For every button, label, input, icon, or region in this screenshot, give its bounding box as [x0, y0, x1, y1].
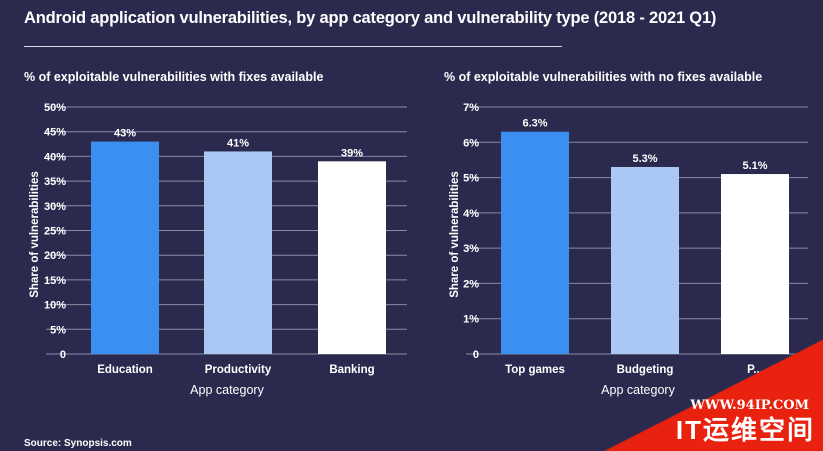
right-chart-title: % of exploitable vulnerabilities with no… [444, 70, 763, 84]
bar-value-label: 5.1% [742, 160, 767, 172]
right-bar-chart: 01%2%3%4%5%6%7%6.3%Top games5.3%Budgetin… [449, 102, 808, 397]
bar-education [91, 141, 159, 354]
bar-productivity [204, 151, 272, 354]
x-tick-label: Education [97, 364, 153, 376]
y-axis-title: Share of vulnerabilities [449, 171, 461, 298]
left-bar-chart: 0 5% 10% 15% 20% 25% 30% 35% 40% 45% 50% 43% Educati… [29, 102, 407, 397]
y-tick-label: 25% [44, 226, 66, 238]
bar-top-games [501, 131, 569, 354]
watermark-url: WWW.94IP.COM [690, 398, 809, 413]
bar-value-label: 6.3% [522, 118, 547, 130]
bar-value-label: 5.3% [632, 153, 657, 165]
x-tick-label: Productivity [205, 364, 272, 376]
bar-budgeting [611, 166, 679, 354]
y-tick-label: 5% [463, 173, 479, 185]
source-note: Source: Synopsis.com [24, 438, 132, 449]
bar-value-label: 43% [114, 128, 136, 140]
page-title: Android application vulnerabilities, by … [24, 9, 717, 27]
y-tick-label: 45% [44, 127, 66, 139]
y-tick-label: 6% [463, 137, 479, 149]
y-tick-label: 0 [60, 349, 66, 361]
y-tick-label: 20% [44, 250, 66, 262]
y-tick-label: 3% [463, 243, 479, 255]
y-tick-label: 15% [44, 275, 66, 287]
y-tick-label: 1% [463, 314, 479, 326]
watermark-banner [603, 339, 823, 451]
y-tick-label: 35% [44, 176, 66, 188]
x-tick-label: Top games [505, 364, 565, 376]
y-axis-title: Share of vulnerabilities [29, 171, 41, 298]
bar-banking [318, 161, 386, 354]
x-axis-title: App category [190, 383, 264, 397]
y-tick-label: 7% [463, 102, 479, 114]
y-tick-label: 30% [44, 201, 66, 213]
bar-value-label: 39% [341, 147, 363, 159]
x-tick-label: Banking [329, 364, 374, 376]
left-chart-title: % of exploitable vulnerabilities with fi… [24, 70, 324, 84]
y-tick-label: 50% [44, 102, 66, 114]
y-tick-label: 5% [50, 324, 66, 336]
y-tick-label: 10% [44, 300, 66, 312]
y-tick-label: 0 [473, 349, 479, 361]
watermark-name: IT运维空间 [675, 415, 815, 445]
title-divider [24, 46, 562, 47]
bar-value-label: 41% [227, 137, 249, 149]
y-tick-label: 4% [463, 208, 479, 220]
y-tick-label: 2% [463, 278, 479, 290]
bar-p [721, 174, 789, 354]
y-tick-label: 40% [44, 151, 66, 163]
